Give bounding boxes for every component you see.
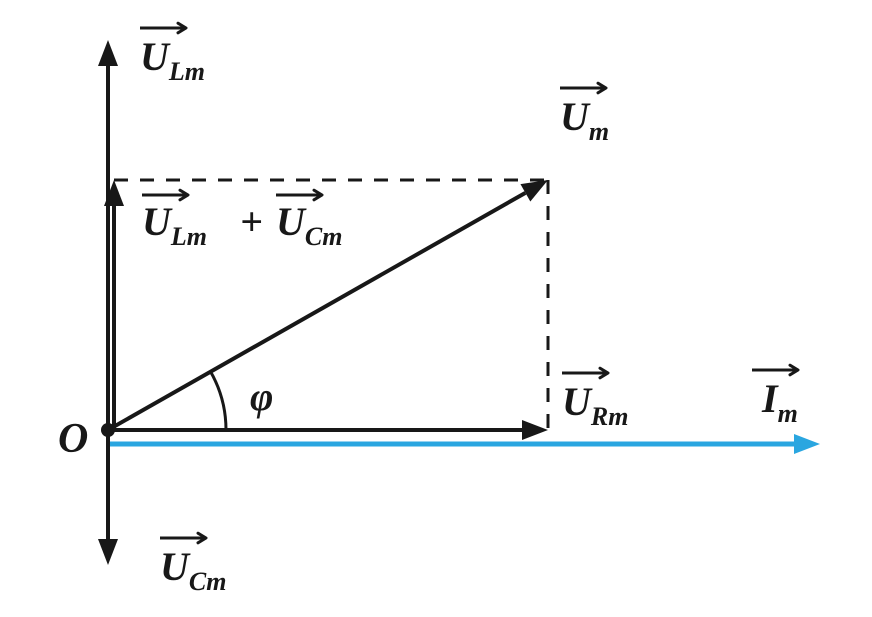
angle-label: φ [250,374,273,419]
label-plus: + [240,199,263,244]
canvas-bg [0,0,872,617]
origin-point [101,423,115,437]
origin-label: O [58,416,88,462]
